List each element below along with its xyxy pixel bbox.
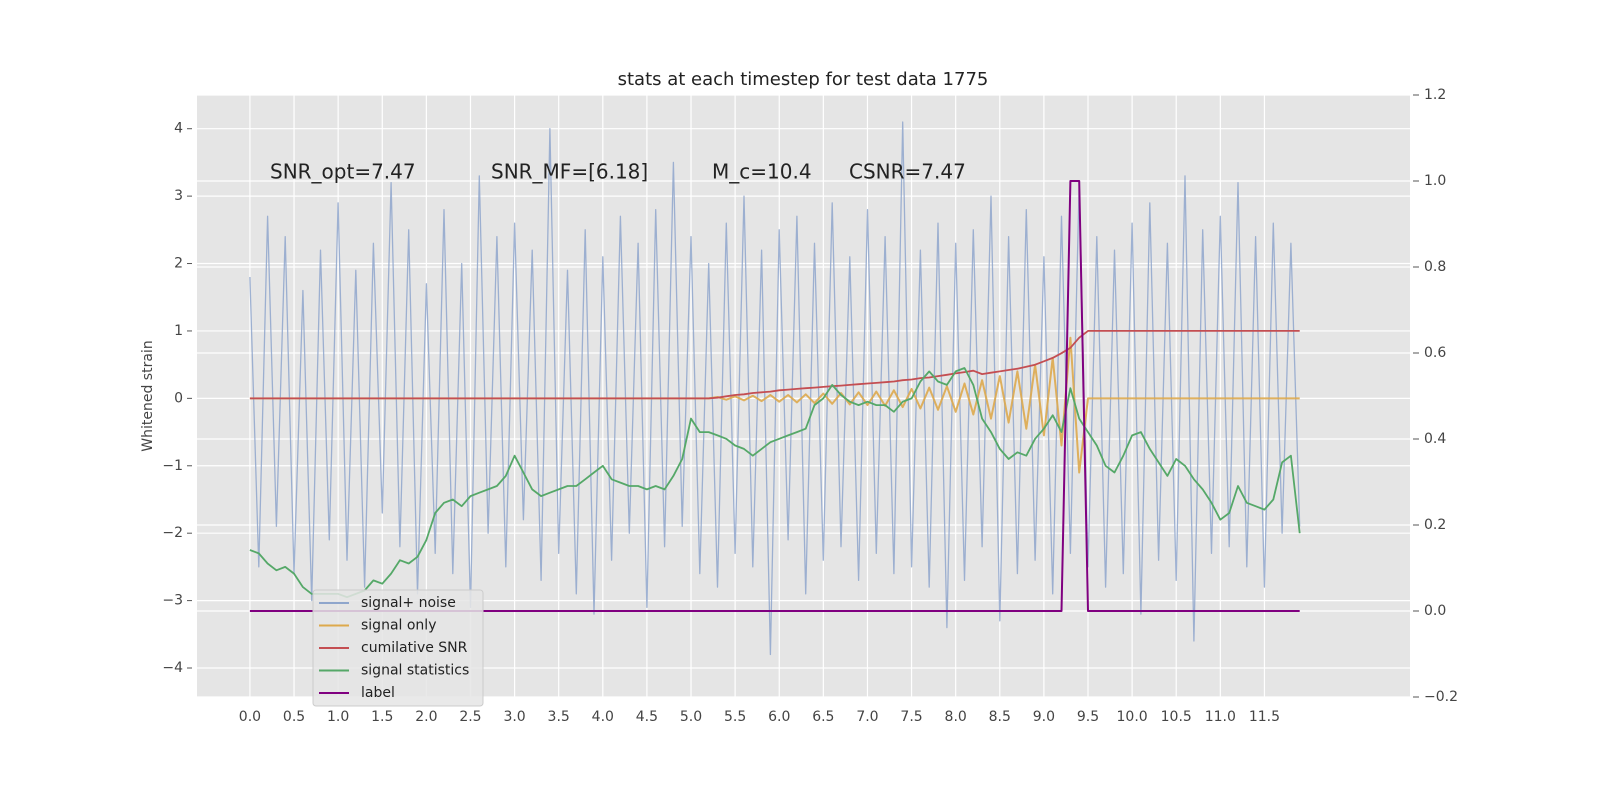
x-tick-label: 10.5 xyxy=(1161,709,1192,725)
x-tick-label: 4.5 xyxy=(636,709,658,725)
series-line xyxy=(249,367,1301,599)
legend-label: label xyxy=(361,685,395,701)
x-tick-label: 10.0 xyxy=(1117,709,1148,725)
y-tick-label: 4 xyxy=(174,121,183,137)
x-tick-label: 1.5 xyxy=(371,709,393,725)
x-tick-label: 5.0 xyxy=(680,709,702,725)
x-tick-label: 2.5 xyxy=(459,709,481,725)
x-tick-label: 11.5 xyxy=(1249,709,1280,725)
y-axis-label: Whitened strain xyxy=(140,340,156,451)
y-tick-label: −3 xyxy=(162,593,183,609)
y-tick-label: 1 xyxy=(174,323,183,339)
y2-tick-label: 0.8 xyxy=(1424,259,1446,275)
annotation: CSNR=7.47 xyxy=(849,160,966,184)
series-line xyxy=(249,121,1301,656)
x-tick-label: 9.0 xyxy=(1033,709,1055,725)
x-tick-label: 11.0 xyxy=(1205,709,1236,725)
x-tick-label: 7.0 xyxy=(856,709,878,725)
series-line xyxy=(249,330,1300,400)
y-tick-label: −4 xyxy=(162,660,183,676)
chart-title: stats at each timestep for test data 177… xyxy=(618,69,989,90)
x-tick-label: 4.0 xyxy=(592,709,614,725)
x-tick-label: 1.0 xyxy=(327,709,349,725)
annotation: M_c=10.4 xyxy=(712,160,812,184)
legend-label: signal only xyxy=(361,618,436,634)
y2-tick-label: 0.2 xyxy=(1424,517,1446,533)
y-tick-label: −1 xyxy=(162,458,183,474)
legend-box xyxy=(312,589,484,707)
legend-label: cumilative SNR xyxy=(361,640,468,656)
x-tick-label: 7.5 xyxy=(900,709,922,725)
x-tick-label: 5.5 xyxy=(724,709,746,725)
y2-tick-label: −0.2 xyxy=(1424,689,1458,705)
y2-tick-label: 1.0 xyxy=(1424,173,1446,189)
y2-tick-label: 0.0 xyxy=(1424,603,1446,619)
legend-label: signal+ noise xyxy=(361,595,456,611)
annotation: SNR_MF=[6.18] xyxy=(491,160,648,184)
y2-tick-label: 1.2 xyxy=(1424,87,1446,103)
x-tick-label: 0.0 xyxy=(239,709,261,725)
annotation: SNR_opt=7.47 xyxy=(270,160,416,184)
x-tick-label: 6.0 xyxy=(768,709,790,725)
x-tick-label: 0.5 xyxy=(283,709,305,725)
y-tick-label: 0 xyxy=(174,390,183,406)
y-tick-label: 2 xyxy=(174,256,183,272)
x-tick-label: 6.5 xyxy=(812,709,834,725)
y-tick-label: −2 xyxy=(162,525,183,541)
x-tick-label: 9.5 xyxy=(1077,709,1099,725)
y2-tick-label: 0.6 xyxy=(1424,345,1446,361)
y-tick-label: 3 xyxy=(174,188,183,204)
y2-tick-label: 0.4 xyxy=(1424,431,1446,447)
x-tick-label: 2.0 xyxy=(415,709,437,725)
x-tick-label: 3.5 xyxy=(548,709,570,725)
legend-label: signal statistics xyxy=(361,663,469,679)
x-tick-label: 3.0 xyxy=(503,709,525,725)
x-tick-label: 8.0 xyxy=(945,709,967,725)
x-tick-label: 8.5 xyxy=(989,709,1011,725)
